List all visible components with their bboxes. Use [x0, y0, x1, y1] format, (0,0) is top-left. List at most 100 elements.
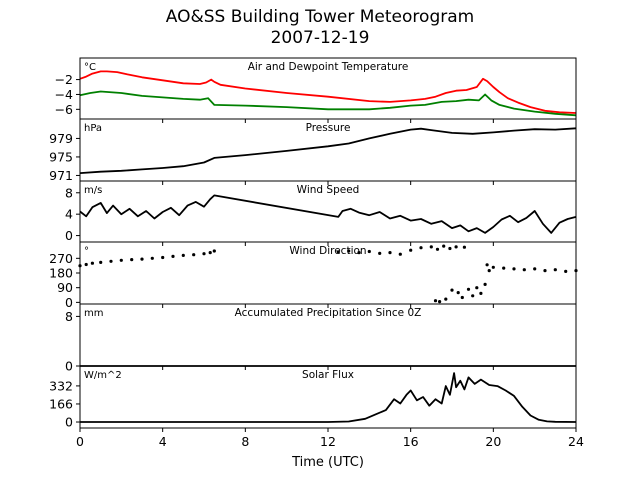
x-tick-label: 16	[403, 434, 419, 449]
data-point	[171, 254, 175, 258]
data-point	[483, 282, 487, 286]
data-point	[512, 267, 516, 271]
panel-title: Accumulated Precipitation Since 0Z	[235, 307, 422, 319]
data-point	[212, 249, 216, 253]
data-point	[456, 291, 460, 295]
y-tick-label: 4	[65, 207, 73, 222]
y-tick-label: 166	[49, 396, 73, 411]
data-point	[466, 287, 471, 291]
figure-subtitle: 2007-12-19	[270, 28, 370, 48]
x-tick-label: 8	[241, 434, 249, 449]
data-point	[491, 265, 495, 269]
data-point	[409, 248, 413, 252]
y-tick-label: 8	[65, 309, 73, 324]
panel-2: 971 975 979 hPa Pressure	[49, 118, 577, 185]
unit-label: m/s	[84, 185, 102, 196]
data-point	[84, 262, 88, 267]
x-tick-label: 4	[159, 434, 167, 449]
data-point	[438, 300, 442, 304]
panel-title: Solar Flux	[302, 369, 354, 381]
data-point	[485, 263, 489, 267]
panel-6: 0 166 332 W/m^2 Solar Flux	[49, 365, 577, 432]
y-tick-label: 180	[49, 266, 73, 281]
data-point	[388, 251, 392, 255]
panel-title: Wind Direction	[289, 245, 366, 257]
panel-5: 0 8 mm Accumulated Precipitation Since 0Z	[65, 303, 577, 374]
data-point	[448, 246, 452, 251]
unit-label: mm	[84, 308, 103, 319]
series-line-2	[79, 90, 577, 117]
data-point	[471, 294, 475, 298]
panel-title: Air and Dewpoint Temperature	[248, 61, 409, 73]
data-point	[90, 261, 94, 265]
data-point	[208, 251, 212, 255]
y-tick-label: 979	[49, 131, 73, 146]
data-point	[140, 257, 144, 261]
y-tick-label: 90	[57, 280, 73, 295]
data-point	[487, 269, 491, 273]
panel-1: −2−4−6 °C Air and Dewpoint Temperature	[55, 57, 577, 123]
data-point	[444, 297, 448, 301]
panel-title: Wind Speed	[297, 184, 360, 196]
data-point	[460, 295, 464, 300]
data-point	[479, 291, 483, 295]
data-point	[543, 269, 547, 273]
series-line-1	[79, 127, 577, 174]
data-point	[130, 258, 134, 262]
data-point	[442, 244, 446, 248]
y-tick-label: 0	[65, 359, 73, 374]
data-point	[336, 250, 340, 254]
x-tick-label: 20	[485, 434, 501, 449]
x-tick-label: 24	[568, 434, 584, 449]
data-point	[450, 288, 454, 292]
unit-label: hPa	[84, 123, 102, 134]
data-point	[553, 268, 557, 272]
data-point	[475, 286, 479, 290]
data-point	[161, 255, 165, 260]
y-tick-label: −6	[55, 102, 73, 117]
series-line-1	[80, 372, 577, 423]
y-tick-label: 971	[49, 168, 73, 183]
series-line-1	[79, 194, 577, 234]
figure-title: AO&SS Building Tower Meteorogram	[165, 7, 475, 27]
data-point	[462, 245, 466, 249]
y-tick-label: −4	[55, 87, 73, 102]
data-point	[357, 251, 361, 255]
unit-label: °	[84, 246, 89, 257]
data-point	[378, 251, 382, 255]
data-point	[347, 249, 351, 253]
data-point	[564, 269, 568, 273]
data-point	[202, 252, 206, 256]
data-point	[367, 249, 371, 254]
y-tick-label: 0	[65, 295, 73, 310]
y-tick-label: 270	[49, 251, 73, 266]
data-point	[433, 299, 438, 303]
y-tick-label: 0	[65, 415, 73, 430]
data-point	[150, 256, 154, 260]
data-point	[192, 253, 196, 257]
data-point	[429, 245, 433, 249]
data-point	[181, 253, 185, 257]
data-point	[522, 268, 526, 272]
data-point	[119, 258, 123, 262]
y-tick-label: 0	[65, 228, 73, 243]
y-tick-label: 975	[49, 149, 73, 164]
series-line-1	[79, 70, 577, 114]
panel-title: Pressure	[306, 122, 351, 134]
y-tick-label: 8	[65, 185, 73, 200]
panel-3: 0 4 8 m/s Wind Speed	[65, 180, 577, 246]
unit-label: W/m^2	[84, 370, 122, 381]
x-tick-label: 0	[76, 434, 84, 449]
data-point	[533, 267, 537, 271]
data-point	[435, 247, 440, 251]
y-tick-label: −2	[55, 72, 73, 87]
x-tick-label: 12	[320, 434, 336, 449]
data-point	[419, 246, 423, 250]
data-point	[502, 266, 506, 270]
data-point	[109, 259, 113, 263]
unit-label: °C	[84, 62, 96, 73]
data-point	[454, 245, 458, 249]
x-axis-label: Time (UTC)	[291, 455, 364, 470]
